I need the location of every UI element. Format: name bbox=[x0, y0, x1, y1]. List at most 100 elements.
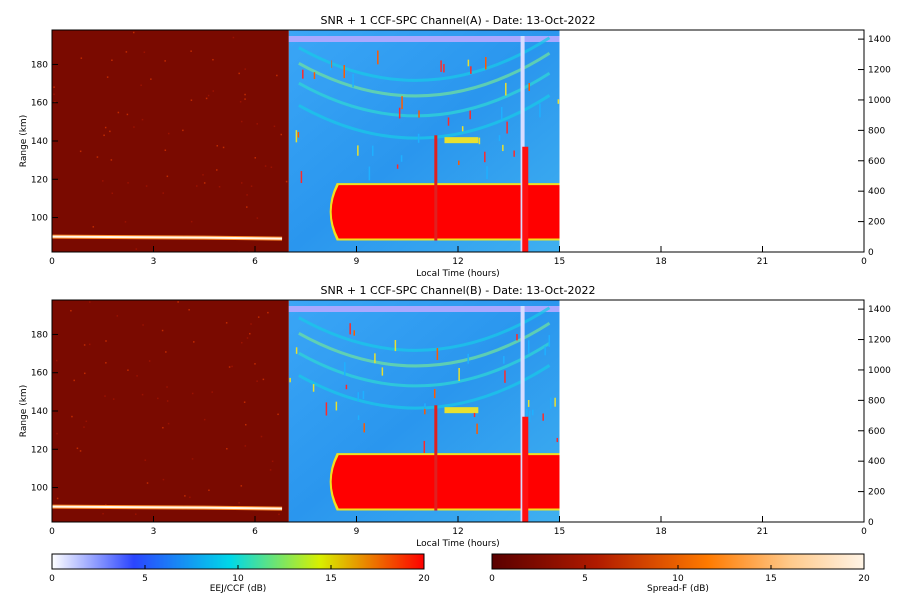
panel-b-title: SNR + 1 CCF-SPC Channel(B) - Date: 13-Oc… bbox=[320, 284, 595, 297]
eej-echo-streak bbox=[548, 335, 551, 347]
y-tick-label: 160 bbox=[31, 369, 48, 379]
spreadf-speckle bbox=[212, 58, 214, 61]
eej-vertical-spike bbox=[434, 405, 438, 511]
spreadf-speckle bbox=[190, 50, 192, 52]
spreadf-speckle bbox=[56, 497, 59, 500]
spreadf-speckle bbox=[244, 423, 247, 426]
x-tick-label: 21 bbox=[757, 527, 768, 537]
eej-saturated-block bbox=[331, 455, 560, 509]
spreadf-speckle bbox=[191, 392, 194, 395]
spreadf-speckle bbox=[56, 432, 58, 435]
eej-echo-streak bbox=[469, 110, 471, 120]
eej-echo-streak bbox=[345, 384, 348, 390]
spreadf-speckle bbox=[276, 74, 278, 77]
spreadf-speckle bbox=[232, 36, 235, 39]
eej-echo-streak bbox=[436, 348, 439, 361]
y2-tick-label: 1000 bbox=[868, 96, 891, 106]
spreadf-speckle bbox=[71, 415, 73, 418]
eej-noise-band bbox=[288, 36, 560, 42]
eej-echo-streak bbox=[352, 74, 354, 88]
spreadf-speckle bbox=[157, 397, 159, 400]
spreadf-speckle bbox=[162, 192, 164, 194]
x-tick-label: 12 bbox=[452, 257, 463, 267]
spreadf-speckle bbox=[141, 393, 144, 396]
eej-echo-streak bbox=[295, 347, 298, 354]
eej-echo-streak bbox=[528, 82, 530, 92]
spreadf-speckle bbox=[244, 98, 246, 100]
y2-tick-label: 600 bbox=[868, 157, 885, 167]
spreadf-speckle bbox=[254, 363, 256, 365]
eej-noise-band bbox=[288, 306, 560, 312]
panel-b: SNR + 1 CCF-SPC Channel(B) - Date: 13-Oc… bbox=[19, 284, 891, 549]
eej-echo-streak bbox=[486, 166, 488, 180]
x-tick-label: 0 bbox=[861, 527, 867, 537]
spreadf-speckle bbox=[134, 513, 137, 515]
spreadf-speckle bbox=[146, 482, 149, 484]
eej-echo-streak bbox=[423, 440, 426, 454]
spreadf-speckle bbox=[85, 420, 88, 423]
spreadf-speckle bbox=[70, 309, 72, 312]
y2-tick-label: 400 bbox=[868, 187, 885, 197]
eej-echo-streak bbox=[484, 151, 486, 163]
spreadf-speckle bbox=[238, 502, 240, 504]
spreadf-speckle bbox=[277, 413, 279, 416]
colorbar-tick-label: 10 bbox=[232, 574, 244, 584]
spreadf-speckle bbox=[285, 180, 288, 183]
eej-echo-streak bbox=[542, 413, 544, 421]
y2-tick-label: 1400 bbox=[868, 35, 891, 45]
eej-echo-streak bbox=[516, 334, 518, 341]
spreadf-speckle bbox=[267, 311, 269, 314]
spreadf-speckle bbox=[273, 125, 276, 128]
panel-b-plot-area bbox=[51, 300, 560, 522]
spreadf-speckle bbox=[190, 99, 193, 101]
spreadf-speckle bbox=[110, 159, 113, 161]
spreadf-speckle bbox=[111, 192, 114, 195]
eej-gap-column bbox=[520, 36, 525, 252]
spreadf-speckle bbox=[193, 341, 195, 343]
colorbar-tick-label: 10 bbox=[672, 574, 684, 584]
spreadf-speckle bbox=[148, 360, 151, 362]
colorbar-eej-ticks: 0 5 10 15 20 bbox=[49, 565, 430, 584]
spreadf-speckle bbox=[150, 78, 152, 80]
eej-vertical-spike bbox=[434, 135, 438, 241]
spreadf-speckle bbox=[76, 447, 79, 450]
spreadf-speckle bbox=[127, 182, 129, 184]
spreadf-speckle bbox=[226, 447, 228, 450]
eej-echo-streak bbox=[325, 402, 328, 416]
spreadf-speckle bbox=[264, 165, 267, 167]
spreadf-speckle bbox=[136, 375, 138, 377]
eej-echo-streak bbox=[312, 384, 315, 392]
eej-arc-echo bbox=[298, 51, 551, 98]
eej-echo-streak bbox=[343, 65, 345, 79]
spreadf-speckle bbox=[218, 185, 221, 188]
eej-arc-echo bbox=[298, 94, 551, 140]
spreadf-speckle bbox=[271, 460, 274, 463]
eej-echo-streak bbox=[549, 397, 552, 409]
y2-tick-label: 200 bbox=[868, 218, 885, 228]
eej-echo-streak bbox=[476, 423, 478, 435]
eej-echo-streak bbox=[295, 130, 298, 143]
eej-echo-streak bbox=[505, 82, 507, 96]
eej-echo-streak bbox=[297, 131, 300, 138]
eej-echo-streak bbox=[394, 339, 397, 352]
x-tick-label: 18 bbox=[655, 257, 667, 267]
x-tick-label: 0 bbox=[49, 527, 55, 537]
eej-echo-streak bbox=[377, 50, 379, 65]
eej-arc-echo bbox=[298, 306, 551, 352]
eej-gap-red bbox=[522, 146, 529, 252]
eej-echo-streak bbox=[527, 399, 530, 407]
spreadf-speckle bbox=[249, 332, 251, 335]
eej-echo-streak bbox=[400, 155, 403, 162]
colorbar-eej: 0 5 10 15 20 EEJ/CCF (dB) bbox=[49, 553, 430, 594]
x-tick-label: 0 bbox=[861, 257, 867, 267]
eej-echo-streak bbox=[526, 409, 528, 422]
eej-echo-streak bbox=[500, 107, 503, 120]
eej-echo-streak bbox=[467, 59, 470, 67]
spreadf-speckle bbox=[244, 93, 246, 96]
spreadf-speckle bbox=[144, 459, 147, 461]
y-tick-label: 120 bbox=[31, 445, 48, 455]
eej-echo-streak bbox=[447, 117, 450, 126]
eej-echo-streak bbox=[353, 330, 355, 336]
spreadf-speckle bbox=[188, 309, 190, 311]
spreadf-region bbox=[52, 300, 289, 522]
